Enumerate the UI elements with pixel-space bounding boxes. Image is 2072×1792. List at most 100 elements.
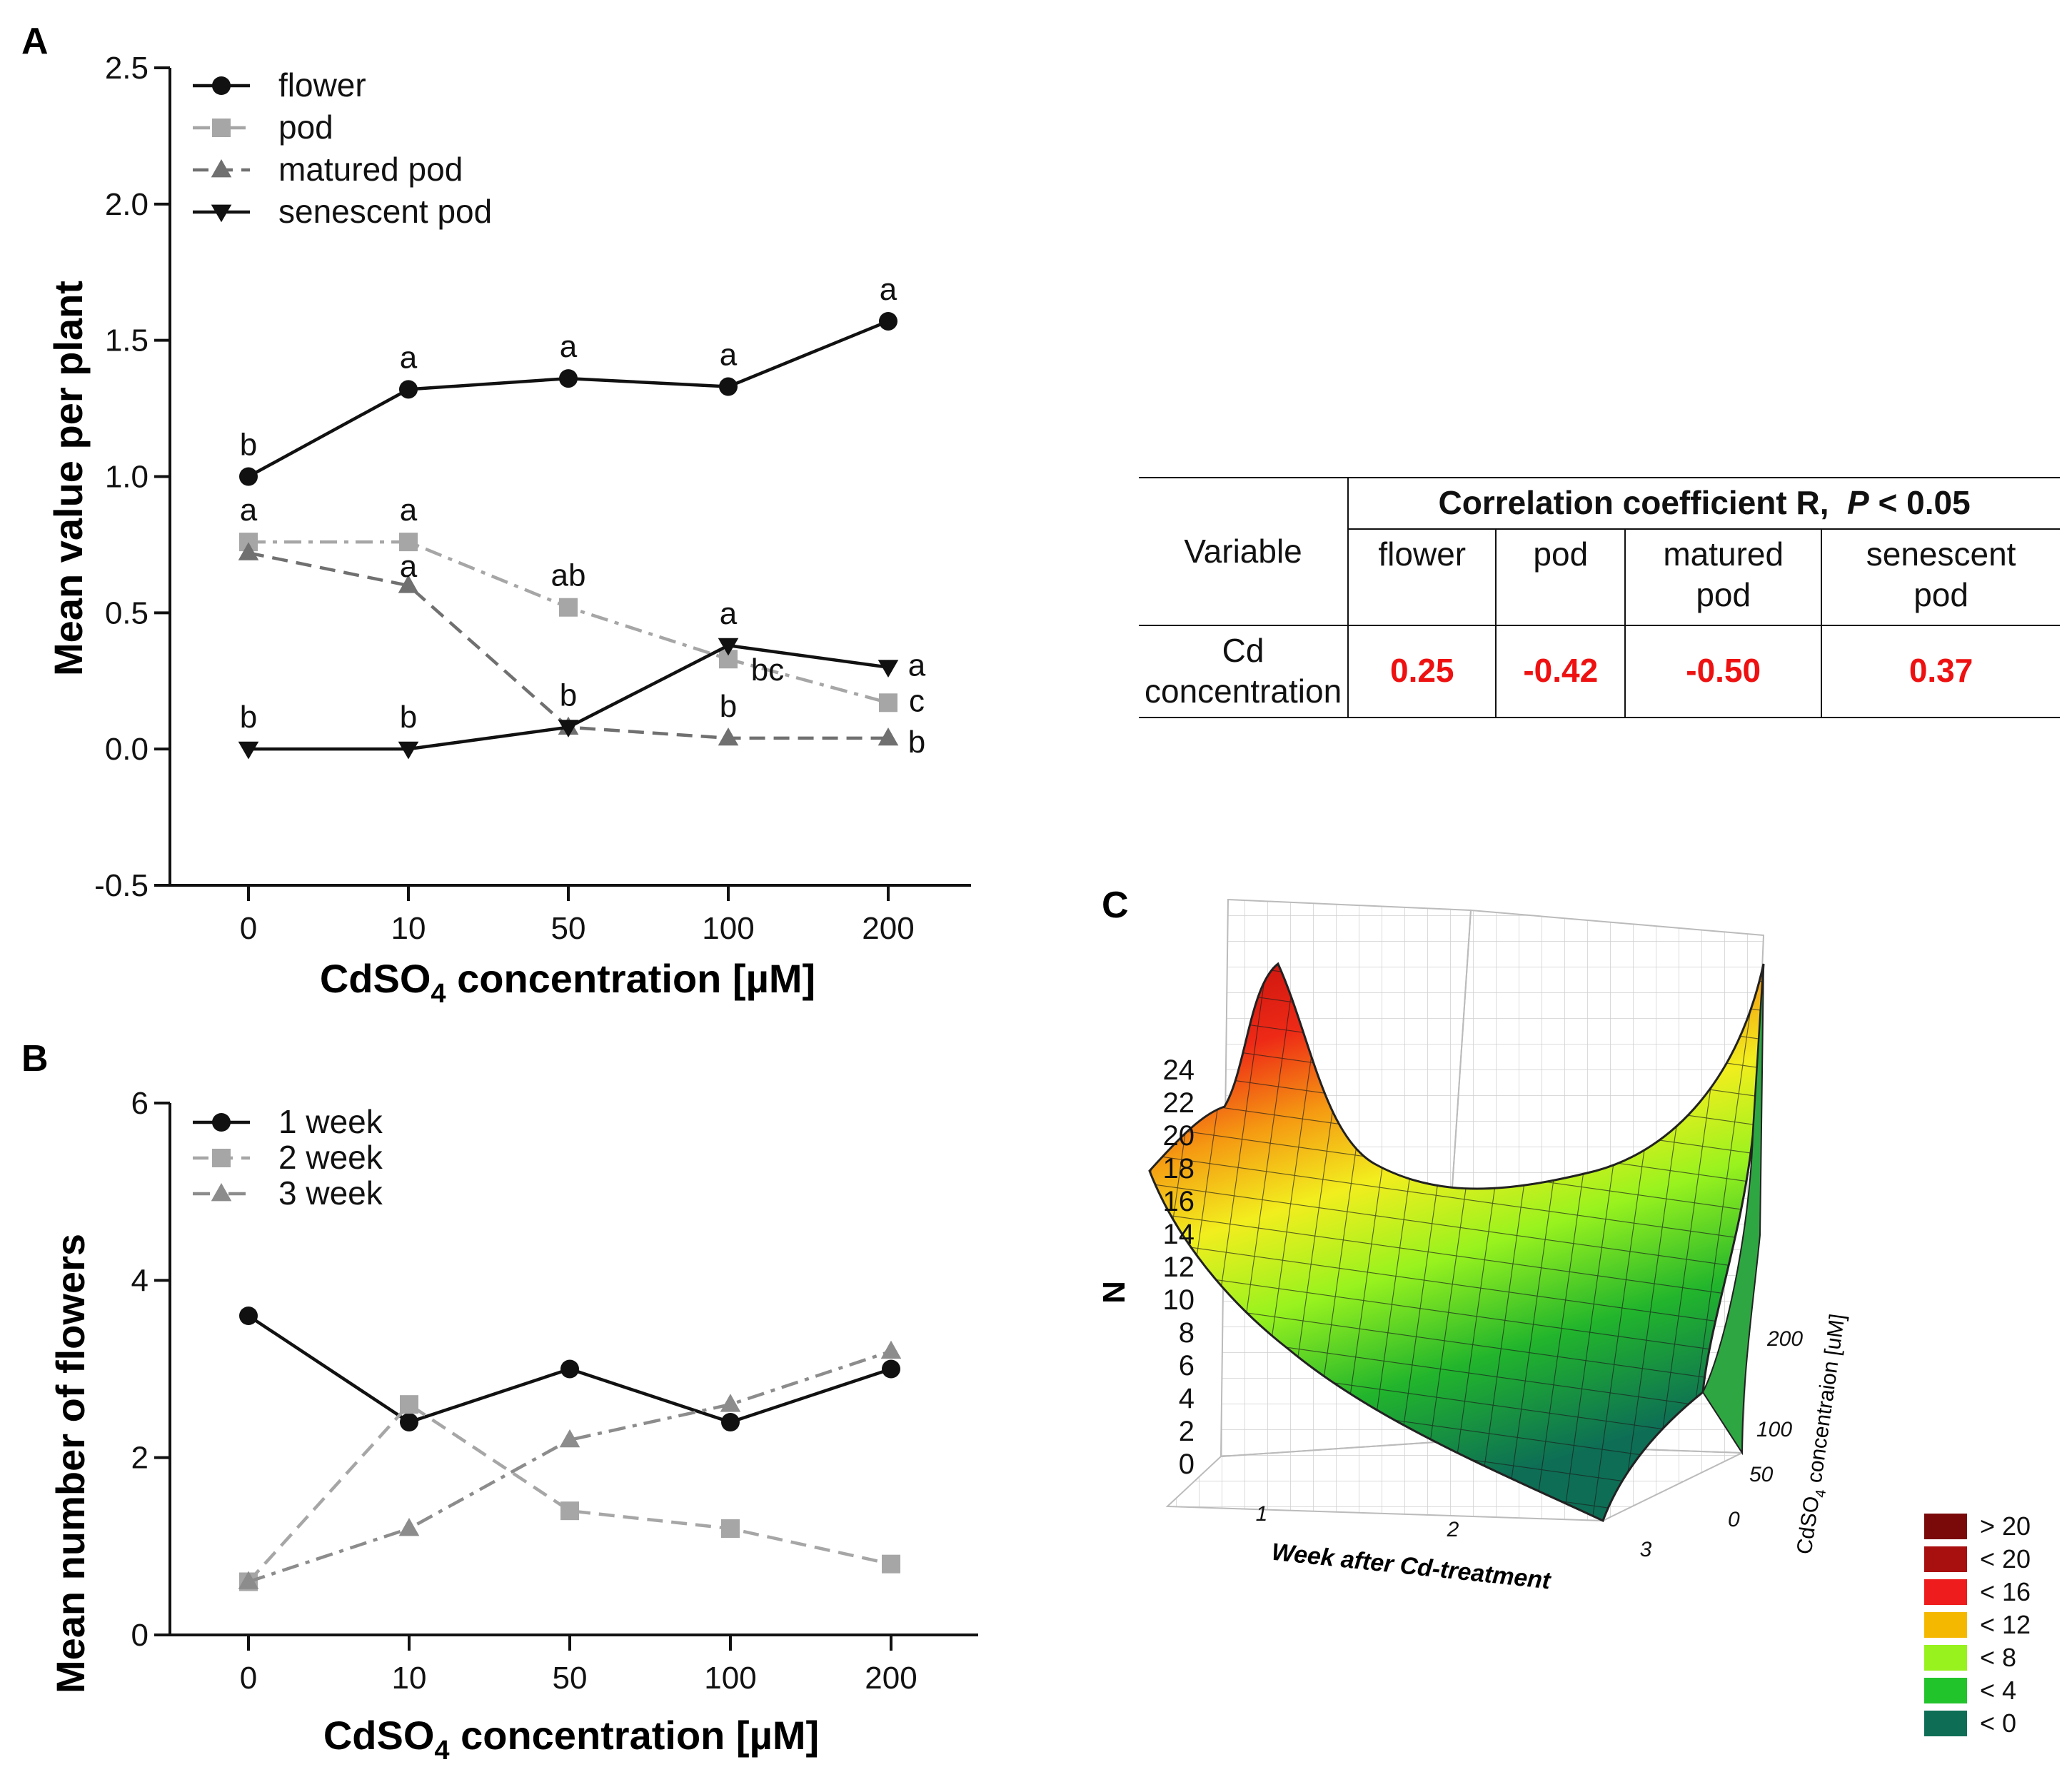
legend-swatch bbox=[1924, 1514, 1967, 1539]
col-header-flower: flower bbox=[1347, 528, 1497, 626]
legend-marker bbox=[212, 1113, 231, 1132]
y-tick-label: 100 bbox=[1756, 1418, 1792, 1441]
data-point bbox=[238, 741, 259, 760]
chart-b-x-label-sub: 4 bbox=[434, 1736, 449, 1766]
data-point bbox=[400, 1395, 418, 1414]
data-point bbox=[398, 575, 419, 593]
z-tick-label: 0 bbox=[1179, 1449, 1195, 1480]
correlation-table: Variable Correlation coefficient R, P < … bbox=[1139, 477, 2060, 718]
x-tick-label: 200 bbox=[865, 1661, 917, 1696]
significance-letter: b bbox=[560, 678, 577, 713]
significance-letter: a bbox=[400, 493, 418, 528]
data-point bbox=[879, 693, 897, 713]
y-tick-label: 4 bbox=[131, 1263, 149, 1298]
y-tick-label: 0.5 bbox=[105, 595, 149, 630]
legend-label: < 8 bbox=[1980, 1643, 2016, 1672]
col-header-senescent-pod: senescent pod bbox=[1821, 528, 2060, 626]
series-2-week bbox=[239, 1395, 900, 1591]
data-point bbox=[559, 1429, 580, 1448]
p-label: P bbox=[1847, 484, 1869, 521]
significance-letter: a bbox=[240, 493, 258, 528]
legend-swatch bbox=[1924, 1711, 1967, 1736]
significance-letter: ab bbox=[551, 558, 586, 593]
table-row: Cd concentration 0.25 -0.42 -0.50 0.37 bbox=[1139, 624, 2060, 718]
z-tick-label: 24 bbox=[1163, 1054, 1195, 1086]
chart-a-mean-value-per-plant: -0.50.00.51.01.52.02.50 10 50 100 200 ba a aaa… bbox=[46, 51, 971, 1009]
data-point bbox=[877, 727, 899, 746]
z-tick-label: 8 bbox=[1179, 1317, 1195, 1349]
chart-a-x-label-sub: 4 bbox=[431, 979, 446, 1009]
y-tick-label: 200 bbox=[1766, 1327, 1803, 1351]
surface-color-legend: > 20< 20 < 16 < 12 < 8 < 4 < 0 bbox=[1924, 1511, 2031, 1738]
panel-label-c: C bbox=[1102, 885, 1129, 926]
legend-marker bbox=[212, 1149, 231, 1167]
y-tick-label: 2.0 bbox=[105, 187, 149, 222]
chart-b-axes: 0 2 4 6 0 10 50 100 200 bbox=[131, 1086, 978, 1696]
series-line bbox=[247, 1402, 892, 1584]
x-tick-label: 10 bbox=[391, 911, 426, 946]
data-point bbox=[721, 1519, 740, 1538]
legend-marker bbox=[212, 119, 231, 137]
data-point bbox=[398, 741, 419, 760]
legend-swatch bbox=[1924, 1546, 1967, 1572]
significance-letter: a bbox=[400, 340, 418, 375]
row-label-cd-concentration: Cd concentration bbox=[1139, 624, 1349, 718]
chart-b-x-label-rest: concentration [µM] bbox=[450, 1713, 820, 1758]
x-tick-label: 100 bbox=[702, 911, 754, 946]
col-header-senescent-line1: senescent bbox=[1866, 535, 2016, 573]
significance-letter: b bbox=[908, 725, 925, 760]
series-senescent-pod: b b a a bbox=[238, 596, 926, 760]
data-point bbox=[559, 369, 578, 388]
z-tick-label: 14 bbox=[1163, 1219, 1195, 1250]
data-point bbox=[877, 660, 899, 678]
significance-letter: c bbox=[909, 683, 925, 718]
series-3-week bbox=[238, 1340, 902, 1589]
z-tick-label: 18 bbox=[1163, 1153, 1195, 1184]
col-header-matured-pod: matured pod bbox=[1624, 528, 1823, 626]
legend-marker bbox=[211, 204, 232, 223]
y-tick-label: 0 bbox=[1728, 1508, 1740, 1531]
data-point bbox=[882, 1359, 900, 1379]
data-point bbox=[719, 377, 738, 396]
chart-b-x-axis-label: CdSO4 concentration [µM] bbox=[323, 1713, 819, 1766]
legend-label: senescent pod bbox=[278, 193, 492, 230]
legend-label: < 0 bbox=[1980, 1708, 2016, 1738]
y-tick-label: 2 bbox=[131, 1441, 149, 1476]
data-point bbox=[882, 1554, 900, 1574]
z-tick-label: 12 bbox=[1163, 1252, 1195, 1283]
significance-letter: a bbox=[720, 596, 738, 631]
y-tick-label: 1.0 bbox=[105, 460, 149, 495]
legend-swatch bbox=[1924, 1579, 1967, 1605]
surface-y-label-sub: 4 bbox=[1813, 1489, 1829, 1499]
data-point bbox=[559, 598, 578, 617]
significance-letter: bc bbox=[751, 653, 784, 688]
z-tick-label: 10 bbox=[1163, 1284, 1195, 1316]
legend-swatch bbox=[1924, 1678, 1967, 1703]
significance-letter: a bbox=[400, 549, 418, 584]
chart-a-x-label-main: CdSO bbox=[320, 956, 431, 1001]
data-point bbox=[558, 720, 579, 738]
y-tick-label: 2.5 bbox=[105, 51, 149, 86]
legend-marker bbox=[212, 76, 231, 95]
chart-a-legend: flower pod matured pod senescent pod bbox=[193, 66, 492, 230]
chart-b-y-axis-label: Mean number of flowers bbox=[48, 1234, 93, 1693]
col-header-matured-line2: pod bbox=[1696, 576, 1751, 613]
chart-a-x-axis-label: CdSO4 concentration [µM] bbox=[320, 956, 815, 1009]
legend-label: flower bbox=[278, 66, 366, 104]
significance-letter: a bbox=[880, 272, 897, 307]
legend-label: pod bbox=[278, 109, 333, 146]
y-tick-label: 50 bbox=[1749, 1463, 1774, 1486]
correlation-title-text: Correlation coefficient R, bbox=[1438, 484, 1829, 521]
legend-marker bbox=[211, 159, 232, 178]
z-tick-label: 16 bbox=[1163, 1186, 1195, 1217]
x-tick-label: 2 bbox=[1447, 1518, 1459, 1541]
value-matured-pod: -0.50 bbox=[1624, 624, 1823, 718]
series-flower: b a a a a bbox=[239, 272, 897, 486]
data-point bbox=[399, 533, 418, 552]
x-tick-label: 50 bbox=[551, 911, 586, 946]
data-point bbox=[239, 467, 258, 486]
x-tick-label: 0 bbox=[240, 911, 257, 946]
